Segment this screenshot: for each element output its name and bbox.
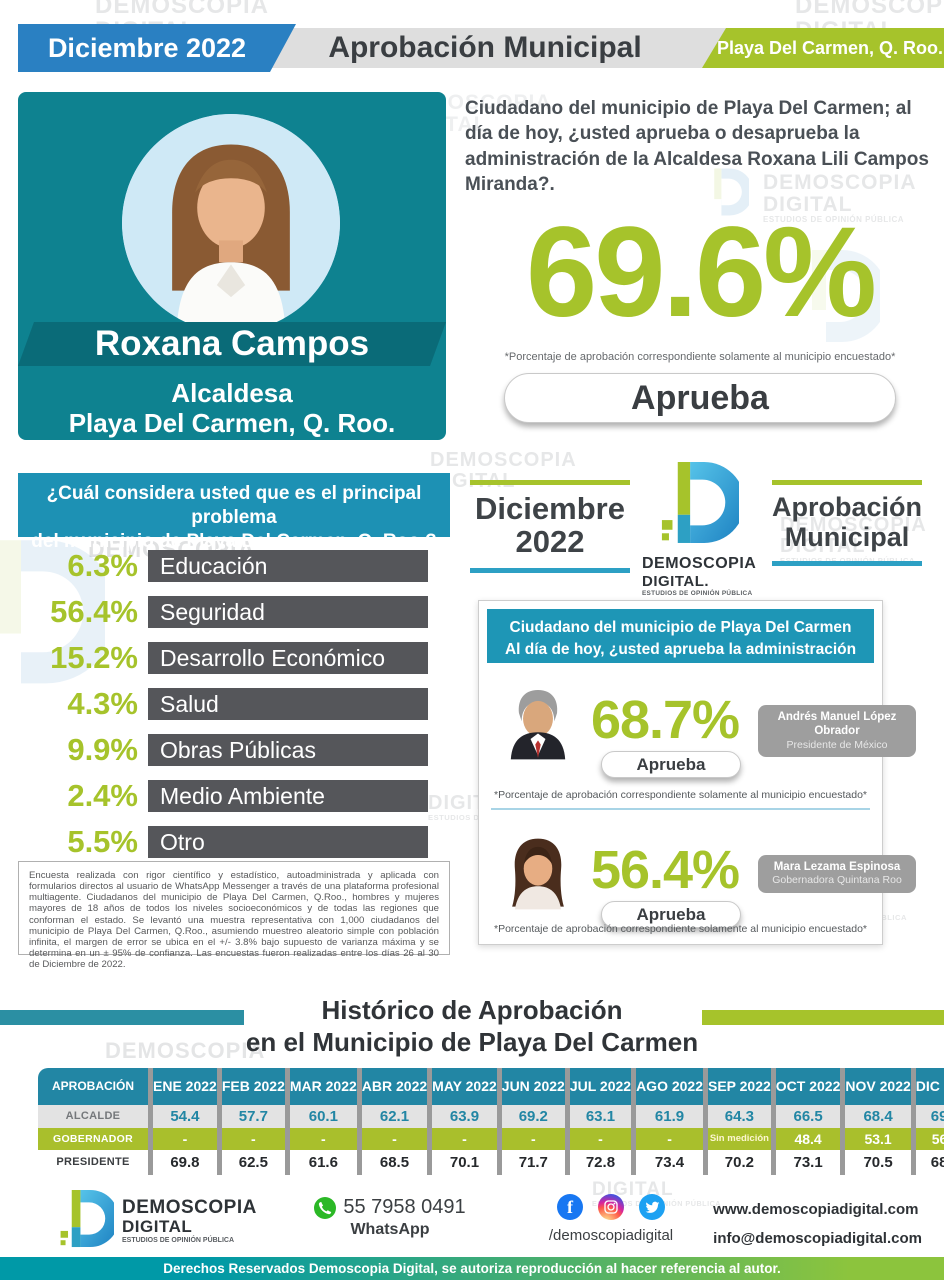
leader-row-president: 68.7% Aprueba Andrés Manuel López Obrado…: [479, 679, 916, 789]
table-column: NOV 2022 68.4 53.1 70.5: [840, 1068, 911, 1175]
heading-rule-right: [702, 1010, 944, 1025]
history-heading: Histórico de Aprobación en el Municipio …: [245, 995, 699, 1057]
problem-row: 15.2% Desarrollo Económico: [18, 642, 450, 674]
date-badge: Diciembre 2022: [18, 24, 296, 72]
brand-name: DEMOSCOPIA: [642, 555, 757, 572]
facebook-icon[interactable]: f: [557, 1194, 583, 1220]
president-photo: [504, 679, 572, 765]
problem-row: 56.4% Seguridad: [18, 596, 450, 628]
leaders-disclaimer: *Porcentaje de aprobación correspondient…: [491, 789, 870, 810]
whatsapp-label: WhatsApp: [350, 1221, 430, 1238]
problems-question: ¿Cuál considera usted que es el principa…: [18, 473, 450, 552]
header-band: Aprobación Municipal Diciembre 2022 Play…: [0, 24, 944, 72]
green-rule: [470, 480, 630, 485]
history-table: APROBACIÓN ALCALDE GOBERNADOR PRESIDENTE…: [38, 1068, 944, 1175]
teal-rule: [470, 567, 630, 573]
twitter-icon[interactable]: [639, 1194, 665, 1220]
brand-name: DEMOSCOPIA: [122, 1196, 257, 1218]
email-link[interactable]: info@demoscopiadigital.com: [713, 1229, 922, 1247]
social-handle[interactable]: /demoscopiadigital: [548, 1227, 674, 1244]
mayor-photo: [122, 114, 340, 332]
methodology-note: Encuesta realizada con rigor científico …: [18, 861, 450, 970]
leaders-disclaimer: *Porcentaje de aprobación correspondient…: [494, 923, 867, 935]
footer-links: www.demoscopiadigital.com info@demoscopi…: [713, 1196, 922, 1253]
whatsapp-number[interactable]: 55 7958 0491: [343, 1196, 466, 1218]
president-name-tag: Andrés Manuel López Obrador Presidente d…: [758, 705, 916, 757]
table-column: MAR 2022 60.1 - 61.6: [284, 1068, 357, 1175]
period-year: 2022: [515, 524, 585, 560]
problem-row: 6.3% Educación: [18, 550, 450, 582]
period-month: Diciembre: [475, 491, 625, 526]
governor-approval-value: 56.4%: [590, 840, 740, 900]
copyright-bar: Derechos Reservados Demoscopia Digital, …: [0, 1257, 944, 1280]
table-column: JUL 2022 63.1 - 72.8: [564, 1068, 632, 1175]
period-title-line2: Municipal: [784, 522, 910, 553]
watermark-text: DEMOSCOPIA: [105, 1038, 266, 1063]
leaders-approval-card: Ciudadano del municipio de Playa Del Car…: [478, 600, 916, 945]
table-column: MAY 2022 63.9 - 70.1: [427, 1068, 497, 1175]
mayor-role: Alcaldesa: [171, 378, 293, 408]
location-badge: Playa Del Carmen, Q. Roo.: [702, 28, 944, 68]
footer: DEMOSCOPIA DIGITAL ESTUDIOS DE OPINIÓN P…: [0, 1188, 944, 1254]
problem-row: 9.9% Obras Públicas: [18, 734, 450, 766]
table-column-labels: APROBACIÓN ALCALDE GOBERNADOR PRESIDENTE: [38, 1068, 148, 1175]
heading-rule-left: [0, 1010, 244, 1025]
table-column: SEP 2022 64.3 Sin medición 70.2: [703, 1068, 771, 1175]
governor-verdict-pill: Aprueba: [601, 901, 741, 928]
watermark-logo-icon: [714, 168, 749, 216]
teal-rule: [772, 561, 922, 567]
table-column: ENE 2022 54.4 - 69.8: [148, 1068, 217, 1175]
period-title-line1: Aprobación: [772, 492, 923, 522]
footer-social: f /demoscopiadigital: [536, 1194, 686, 1244]
problem-row: 2.4% Medio Ambiente: [18, 780, 450, 812]
problems-panel: ¿Cuál considera usted que es el principa…: [18, 473, 450, 970]
green-rule: [772, 480, 922, 485]
instagram-icon[interactable]: [598, 1194, 624, 1220]
table-column: AGO 2022 61.9 - 73.4: [631, 1068, 703, 1175]
period-title-block: Aprobación Municipal: [772, 480, 923, 567]
demoscopia-logo-icon: [60, 1190, 114, 1248]
governor-photo: [504, 829, 572, 915]
watermark-logo-icon: [812, 250, 880, 342]
brand-type: DIGITAL: [122, 1217, 193, 1237]
table-column: OCT 2022 66.5 48.4 73.1: [770, 1068, 841, 1175]
brand-tagline: ESTUDIOS DE OPINIÓN PÚBLICA: [642, 589, 753, 597]
table-column: DIC 2022 69.6 56.4 68.7: [910, 1068, 944, 1175]
footer-brand: DEMOSCOPIA DIGITAL ESTUDIOS DE OPINIÓN P…: [58, 1190, 257, 1252]
watermark-logo-icon: [0, 540, 105, 684]
president-approval-value: 68.7%: [590, 690, 740, 750]
watermark-text: DEMOSCOPIA DIGITAL ESTUDIOS DE OPINIÓN PÚ…: [763, 171, 917, 224]
problem-row: 5.5% Otro: [18, 826, 450, 858]
table-column: FEB 2022 57.7 - 62.5: [216, 1068, 285, 1175]
approval-question: Ciudadano del municipio de Playa Del Car…: [465, 98, 929, 195]
mayor-name: Roxana Campos: [18, 322, 446, 366]
watermark-text: DEMOSCOPIA DIGITAL ESTUDIOS DE OPINIÓN PÚ…: [780, 514, 927, 565]
brand-tagline: ESTUDIOS DE OPINIÓN PÚBLICA: [122, 1237, 235, 1245]
approval-disclaimer: *Porcentaje de aprobación correspondient…: [504, 351, 896, 364]
whatsapp-icon[interactable]: [314, 1196, 337, 1219]
brand-logo: DEMOSCOPIA DIGITAL. ESTUDIOS DE OPINIÓN …: [638, 462, 758, 597]
table-column: JUN 2022 69.2 - 71.7: [496, 1068, 565, 1175]
problem-row: 4.3% Salud: [18, 688, 450, 720]
period-block: Diciembre 2022: [470, 480, 630, 573]
brand-type: DIGITAL.: [642, 572, 710, 590]
website-link[interactable]: www.demoscopiadigital.com: [713, 1201, 919, 1218]
mayor-location: Playa Del Carmen, Q. Roo.: [68, 408, 396, 438]
demoscopia-logo-icon: [661, 462, 745, 543]
leaders-question: Ciudadano del municipio de Playa Del Car…: [487, 609, 874, 681]
footer-whatsapp: 55 7958 0491 WhatsApp: [310, 1196, 470, 1239]
mayor-card: Roxana Campos Alcaldesa Playa Del Carmen…: [18, 92, 446, 440]
leader-row-governor: 56.4% Aprueba Mara Lezama Espinosa Gober…: [479, 829, 916, 939]
table-column: ABR 2022 62.1 - 68.5: [356, 1068, 428, 1175]
main-approval-block: Ciudadano del municipio de Playa Del Car…: [465, 96, 935, 424]
approval-value: 69.6%: [526, 201, 877, 345]
page-title: Aprobación Municipal: [328, 31, 642, 64]
governor-name-tag: Mara Lezama Espinosa Gobernadora Quintan…: [758, 855, 916, 893]
approval-verdict-pill: Aprueba: [504, 373, 896, 424]
president-verdict-pill: Aprueba: [601, 751, 741, 778]
